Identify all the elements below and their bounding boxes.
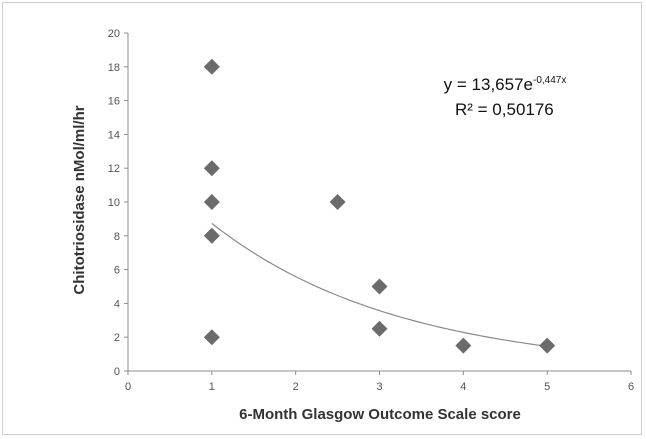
y-tick-label: 18: [108, 62, 120, 74]
data-point: [203, 160, 220, 177]
data-point: [455, 337, 472, 354]
axes: [124, 32, 632, 375]
data-point: [203, 194, 220, 210]
x-tick-label: 4: [460, 381, 466, 393]
y-tick-label: 0: [114, 366, 120, 378]
data-point: [329, 194, 346, 210]
y-tick-label: 4: [114, 298, 120, 310]
y-tick-label: 8: [114, 231, 120, 243]
r-squared-label: R² = 0,50176: [455, 100, 554, 119]
y-axis-title: Chitotriosidase nMol/ml/hr: [71, 105, 88, 294]
data-point: [371, 278, 388, 295]
x-axis-title: 6-Month Glasgow Outcome Scale score: [239, 406, 521, 423]
y-tick-label: 10: [108, 197, 120, 209]
y-tick-label: 2: [114, 332, 120, 344]
trendline: [211, 222, 548, 347]
y-tick-label: 16: [108, 96, 120, 108]
x-tick-label: 1: [209, 381, 215, 393]
x-tick-labels: 0 1 2 3 4 5 6: [125, 381, 634, 393]
y-tick-label: 20: [108, 28, 120, 40]
data-point: [203, 58, 220, 75]
trendline-equation: y = 13,657e-0,447x: [444, 75, 567, 94]
data-point: [371, 320, 388, 337]
data-point: [203, 329, 220, 346]
x-tick-label: 5: [544, 381, 550, 393]
data-points: [203, 58, 556, 354]
x-tick-label: 2: [293, 381, 299, 393]
data-point: [539, 337, 556, 354]
x-tick-label: 6: [628, 381, 634, 393]
x-tick-label: 3: [376, 381, 382, 393]
y-tick-label: 6: [114, 265, 120, 277]
y-tick-label: 14: [108, 129, 120, 141]
x-tick-label: 0: [125, 381, 131, 393]
y-tick-labels: 0 2 4 6 8 10 12 14 16 18 20: [108, 28, 120, 378]
y-tick-label: 12: [108, 163, 120, 175]
data-point: [203, 227, 220, 244]
chart-area: [2, 2, 642, 435]
